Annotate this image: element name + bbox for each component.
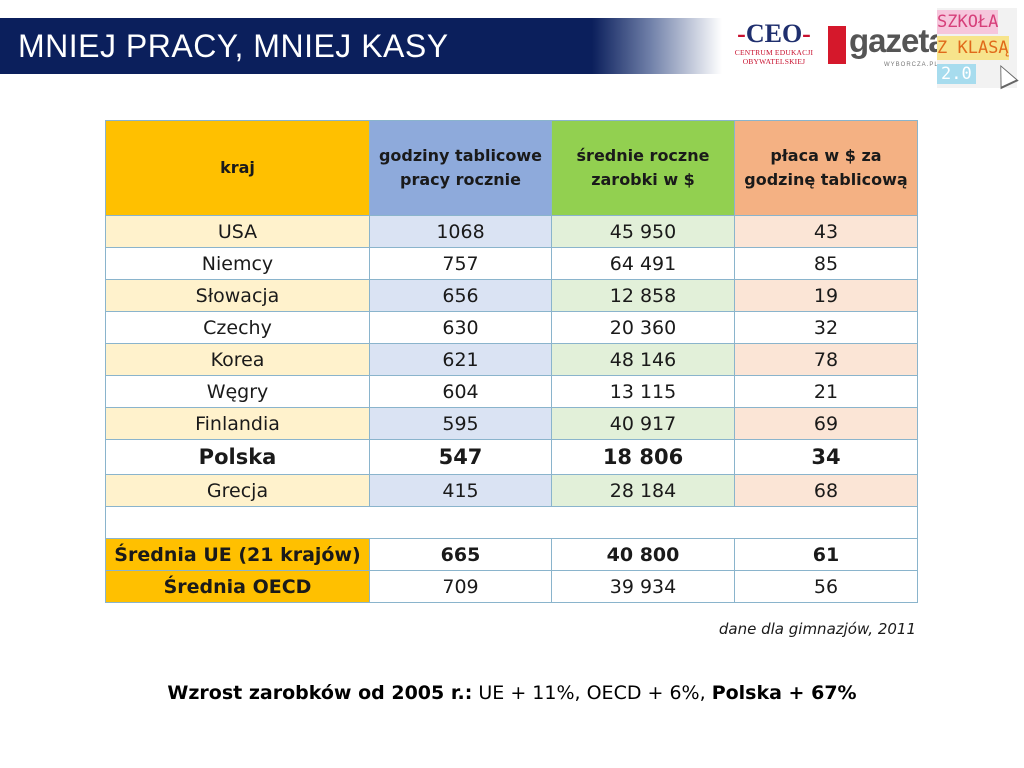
gazeta-logo-word: gazeta [849,22,947,59]
table-row: Niemcy 757 64 491 85 [105,247,918,280]
cell-godziny: 656 [369,279,552,312]
szkola-logo-row-2: Z KLASĄ [937,36,1009,60]
cell-kraj: Słowacja [105,279,370,312]
cell-godziny: 621 [369,343,552,376]
ceo-logo-subtitle-1: CENTRUM EDUKACJI [734,48,814,57]
table-spacer-row [105,506,918,539]
table-row: USA 1068 45 950 43 [105,215,918,248]
table-row: Finlandia 595 40 917 69 [105,407,918,440]
table-row: Czechy 630 20 360 32 [105,311,918,344]
cell-placa: 21 [734,375,918,408]
cell-godziny: 757 [369,247,552,280]
footer-tail: Polska + 67% [711,682,857,704]
cell-placa: 32 [734,311,918,344]
cell-placa: 68 [734,474,918,507]
cell-zarobki: 13 115 [551,375,735,408]
cell-zarobki: 18 806 [551,439,735,475]
spacer-cell [105,506,918,539]
header-godziny: godziny tablicowe pracy rocznie [369,120,552,216]
slide-title: MNIEJ PRACY, MNIEJ KASY [18,28,449,64]
ceo-logo: -CEO- CENTRUM EDUKACJI OBYWATELSKIEJ [731,20,817,72]
cell-godziny: 604 [369,375,552,408]
header-placa: płaca w $ za godzinę tablicową [734,120,918,216]
table-row: Węgry 604 13 115 21 [105,375,918,408]
cell-zarobki: 12 858 [551,279,735,312]
cell-godziny: 1068 [369,215,552,248]
cell-placa: 85 [734,247,918,280]
ceo-logo-mark: -CEO- [737,19,811,48]
table-header-row: kraj godziny tablicowe pracy rocznie śre… [105,120,918,216]
szkola-z-klasa-logo: SZKOŁA Z KLASĄ 2.0 [937,8,1019,90]
cell-zarobki: 40 800 [551,538,735,571]
gazeta-logo-square [828,26,846,64]
cell-kraj: Korea [105,343,370,376]
cell-godziny: 630 [369,311,552,344]
cell-zarobki: 48 146 [551,343,735,376]
header-kraj: kraj [105,120,370,216]
cell-godziny: 595 [369,407,552,440]
cell-placa: 43 [734,215,918,248]
footer-lead: Wzrost zarobków od 2005 r.: [167,682,473,704]
gazeta-logo-subtitle: WYBORCZA.PL [884,62,939,68]
cell-kraj: Niemcy [105,247,370,280]
cell-kraj: Polska [105,439,370,475]
cell-placa: 61 [734,538,918,571]
cell-zarobki: 39 934 [551,570,735,603]
cell-godziny: 665 [369,538,552,571]
source-note: dane dla gimnazjów, 2011 [718,620,916,638]
szkola-logo-row-1: SZKOŁA [937,10,999,34]
cell-placa: 56 [734,570,918,603]
cell-placa: 34 [734,439,918,475]
cell-placa: 19 [734,279,918,312]
table-row: Słowacja 656 12 858 19 [105,279,918,312]
ceo-logo-subtitle-2: OBYWATELSKIEJ [742,57,806,66]
table-row: Grecja 415 28 184 68 [105,474,918,507]
cell-zarobki: 64 491 [551,247,735,280]
cell-kraj: Czechy [105,311,370,344]
table-row-highlight: Polska 547 18 806 34 [105,439,918,475]
cell-kraj: Finlandia [105,407,370,440]
table-row: Korea 621 48 146 78 [105,343,918,376]
cell-godziny: 415 [369,474,552,507]
cell-godziny: 547 [369,439,552,475]
szkola-logo-row-3: 2.0 [937,62,1017,86]
cell-kraj: Średnia UE (21 krajów) [105,538,370,571]
cell-kraj: Węgry [105,375,370,408]
title-bar: MNIEJ PRACY, MNIEJ KASY [0,18,722,74]
cell-kraj: Grecja [105,474,370,507]
cell-zarobki: 20 360 [551,311,735,344]
salary-table: kraj godziny tablicowe pracy rocznie śre… [105,120,918,603]
cell-kraj: USA [105,215,370,248]
cell-placa: 69 [734,407,918,440]
gazeta-logo: gazeta WYBORCZA.PL [828,22,947,70]
table-row-average-oecd: Średnia OECD 709 39 934 56 [105,570,918,603]
cell-zarobki: 28 184 [551,474,735,507]
footer-summary: Wzrost zarobków od 2005 r.: UE + 11%, OE… [0,682,1024,704]
table-row-average-eu: Średnia UE (21 krajów) 665 40 800 61 [105,538,918,571]
cell-godziny: 709 [369,570,552,603]
cell-kraj: Średnia OECD [105,570,370,603]
footer-middle: UE + 11%, OECD + 6%, [472,682,712,704]
cell-placa: 78 [734,343,918,376]
cell-zarobki: 40 917 [551,407,735,440]
header-zarobki: średnie roczne zarobki w $ [551,120,735,216]
cell-zarobki: 45 950 [551,215,735,248]
